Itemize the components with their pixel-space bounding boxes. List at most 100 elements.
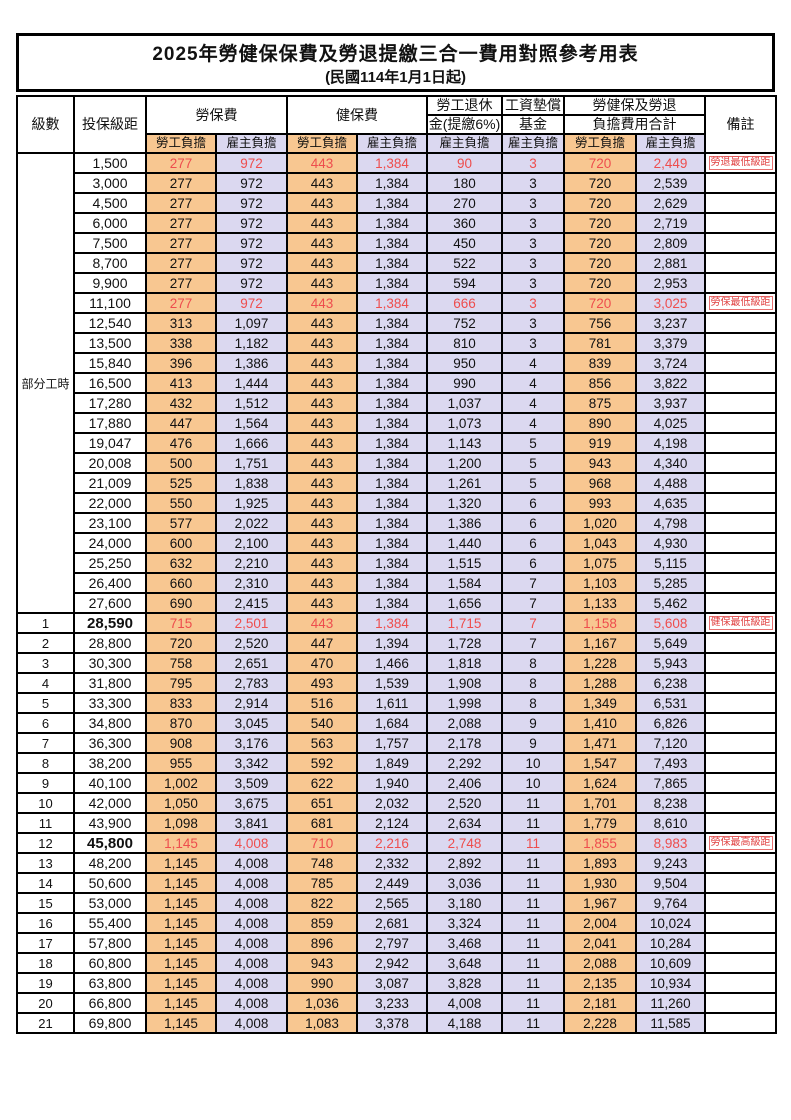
value-cell: 443 bbox=[286, 572, 358, 594]
level-cell: 1 bbox=[16, 612, 75, 634]
value-cell: 2,449 bbox=[635, 152, 706, 174]
value-cell: 720 bbox=[145, 632, 217, 654]
table-row: 9,900 277 972 443 1,384 594 3 720 2,953 bbox=[17, 272, 777, 294]
table-body: 部分工時 1,500 277 972 443 1,384 90 3 720 2,449 勞退最低級距… bbox=[16, 152, 777, 1034]
value-cell: 2,216 bbox=[356, 832, 428, 854]
value-cell: 3,468 bbox=[426, 932, 503, 954]
value-cell: 7,493 bbox=[635, 752, 706, 774]
value-cell: 8 bbox=[501, 692, 565, 714]
value-cell: 651 bbox=[286, 792, 358, 814]
value-cell: 720 bbox=[563, 292, 637, 314]
level-cell: 6 bbox=[16, 712, 75, 734]
value-cell: 9,504 bbox=[635, 872, 706, 894]
value-cell: 443 bbox=[286, 152, 358, 174]
remark-cell bbox=[704, 952, 777, 974]
value-cell: 3,724 bbox=[635, 352, 706, 374]
value-cell: 90 bbox=[426, 152, 503, 174]
value-cell: 1,182 bbox=[215, 332, 288, 354]
bracket-cell: 17,280 bbox=[73, 392, 147, 414]
value-cell: 443 bbox=[286, 292, 358, 314]
remark-label: 勞保最高級距 bbox=[708, 835, 773, 851]
value-cell: 1,893 bbox=[563, 852, 637, 874]
value-cell: 756 bbox=[563, 312, 637, 334]
value-cell: 338 bbox=[145, 332, 217, 354]
value-cell: 1,818 bbox=[426, 652, 503, 674]
value-cell: 4,198 bbox=[635, 432, 706, 454]
remark-cell bbox=[704, 232, 777, 254]
value-cell: 443 bbox=[286, 392, 358, 414]
value-cell: 550 bbox=[145, 492, 217, 514]
value-cell: 5 bbox=[501, 452, 565, 474]
value-cell: 1,384 bbox=[356, 452, 428, 474]
bracket-cell: 50,600 bbox=[73, 872, 147, 894]
table-row: 17,880 447 1,564 443 1,384 1,073 4 890 4,025 bbox=[17, 412, 777, 434]
value-cell: 1,384 bbox=[356, 232, 428, 254]
part-time-level-cell: 部分工時 bbox=[16, 152, 75, 614]
value-cell: 972 bbox=[215, 252, 288, 274]
value-cell: 11 bbox=[501, 832, 565, 854]
bracket-cell: 4,500 bbox=[73, 192, 147, 214]
value-cell: 10,024 bbox=[635, 912, 706, 934]
value-cell: 11,260 bbox=[635, 992, 706, 1014]
remark-cell bbox=[704, 772, 777, 794]
bracket-cell: 53,000 bbox=[73, 892, 147, 914]
header-wage-fund-employer-share: 雇主負擔 bbox=[501, 133, 565, 154]
table-row: 10 42,000 1,050 3,675 651 2,032 2,520 11 1,701 8,… bbox=[16, 792, 777, 814]
value-cell: 11 bbox=[501, 952, 565, 974]
table-row: 15,840 396 1,386 443 1,384 950 4 839 3,724 bbox=[17, 352, 777, 374]
remark-cell bbox=[704, 812, 777, 834]
value-cell: 2,565 bbox=[356, 892, 428, 914]
level-cell: 8 bbox=[16, 752, 75, 774]
value-cell: 3,036 bbox=[426, 872, 503, 894]
bracket-cell: 45,800 bbox=[73, 832, 147, 854]
value-cell: 4 bbox=[501, 412, 565, 434]
remark-cell bbox=[704, 672, 777, 694]
table-row: 25,250 632 2,210 443 1,384 1,515 6 1,075 5,115 bbox=[17, 552, 777, 574]
value-cell: 2,228 bbox=[563, 1012, 637, 1034]
value-cell: 450 bbox=[426, 232, 503, 254]
value-cell: 2,783 bbox=[215, 672, 288, 694]
value-cell: 180 bbox=[426, 172, 503, 194]
level-cell: 3 bbox=[16, 652, 75, 674]
value-cell: 6,826 bbox=[635, 712, 706, 734]
value-cell: 5 bbox=[501, 472, 565, 494]
bracket-cell: 43,900 bbox=[73, 812, 147, 834]
value-cell: 443 bbox=[286, 492, 358, 514]
level-cell: 9 bbox=[16, 772, 75, 794]
level-cell: 4 bbox=[16, 672, 75, 694]
value-cell: 990 bbox=[426, 372, 503, 394]
value-cell: 11 bbox=[501, 972, 565, 994]
level-cell: 17 bbox=[16, 932, 75, 954]
value-cell: 443 bbox=[286, 412, 358, 434]
value-cell: 443 bbox=[286, 612, 358, 634]
value-cell: 7,865 bbox=[635, 772, 706, 794]
bracket-cell: 42,000 bbox=[73, 792, 147, 814]
table-row: 1 28,590 715 2,501 443 1,384 1,715 7 1,158 5,608 健… bbox=[16, 612, 777, 634]
value-cell: 277 bbox=[145, 272, 217, 294]
value-cell: 1,684 bbox=[356, 712, 428, 734]
value-cell: 8 bbox=[501, 652, 565, 674]
value-cell: 443 bbox=[286, 432, 358, 454]
value-cell: 2,539 bbox=[635, 172, 706, 194]
header-pension-employer-share: 雇主負擔 bbox=[426, 133, 503, 154]
level-cell: 13 bbox=[16, 852, 75, 874]
value-cell: 2,415 bbox=[215, 592, 288, 614]
value-cell: 710 bbox=[286, 832, 358, 854]
value-cell: 3,937 bbox=[635, 392, 706, 414]
value-cell: 1,584 bbox=[426, 572, 503, 594]
value-cell: 972 bbox=[215, 212, 288, 234]
remark-cell: 勞保最高級距 bbox=[704, 832, 777, 854]
header-total-employer-share: 雇主負擔 bbox=[635, 133, 706, 154]
value-cell: 968 bbox=[563, 472, 637, 494]
remark-cell bbox=[704, 1012, 777, 1034]
value-cell: 6 bbox=[501, 492, 565, 514]
value-cell: 270 bbox=[426, 192, 503, 214]
value-cell: 4,008 bbox=[215, 832, 288, 854]
value-cell: 4,008 bbox=[215, 952, 288, 974]
value-cell: 11 bbox=[501, 852, 565, 874]
value-cell: 1,145 bbox=[145, 932, 217, 954]
value-cell: 3,378 bbox=[356, 1012, 428, 1034]
value-cell: 3,087 bbox=[356, 972, 428, 994]
level-cell: 7 bbox=[16, 732, 75, 754]
table-row: 19 63,800 1,145 4,008 990 3,087 3,828 11 2,135 10… bbox=[16, 972, 777, 994]
